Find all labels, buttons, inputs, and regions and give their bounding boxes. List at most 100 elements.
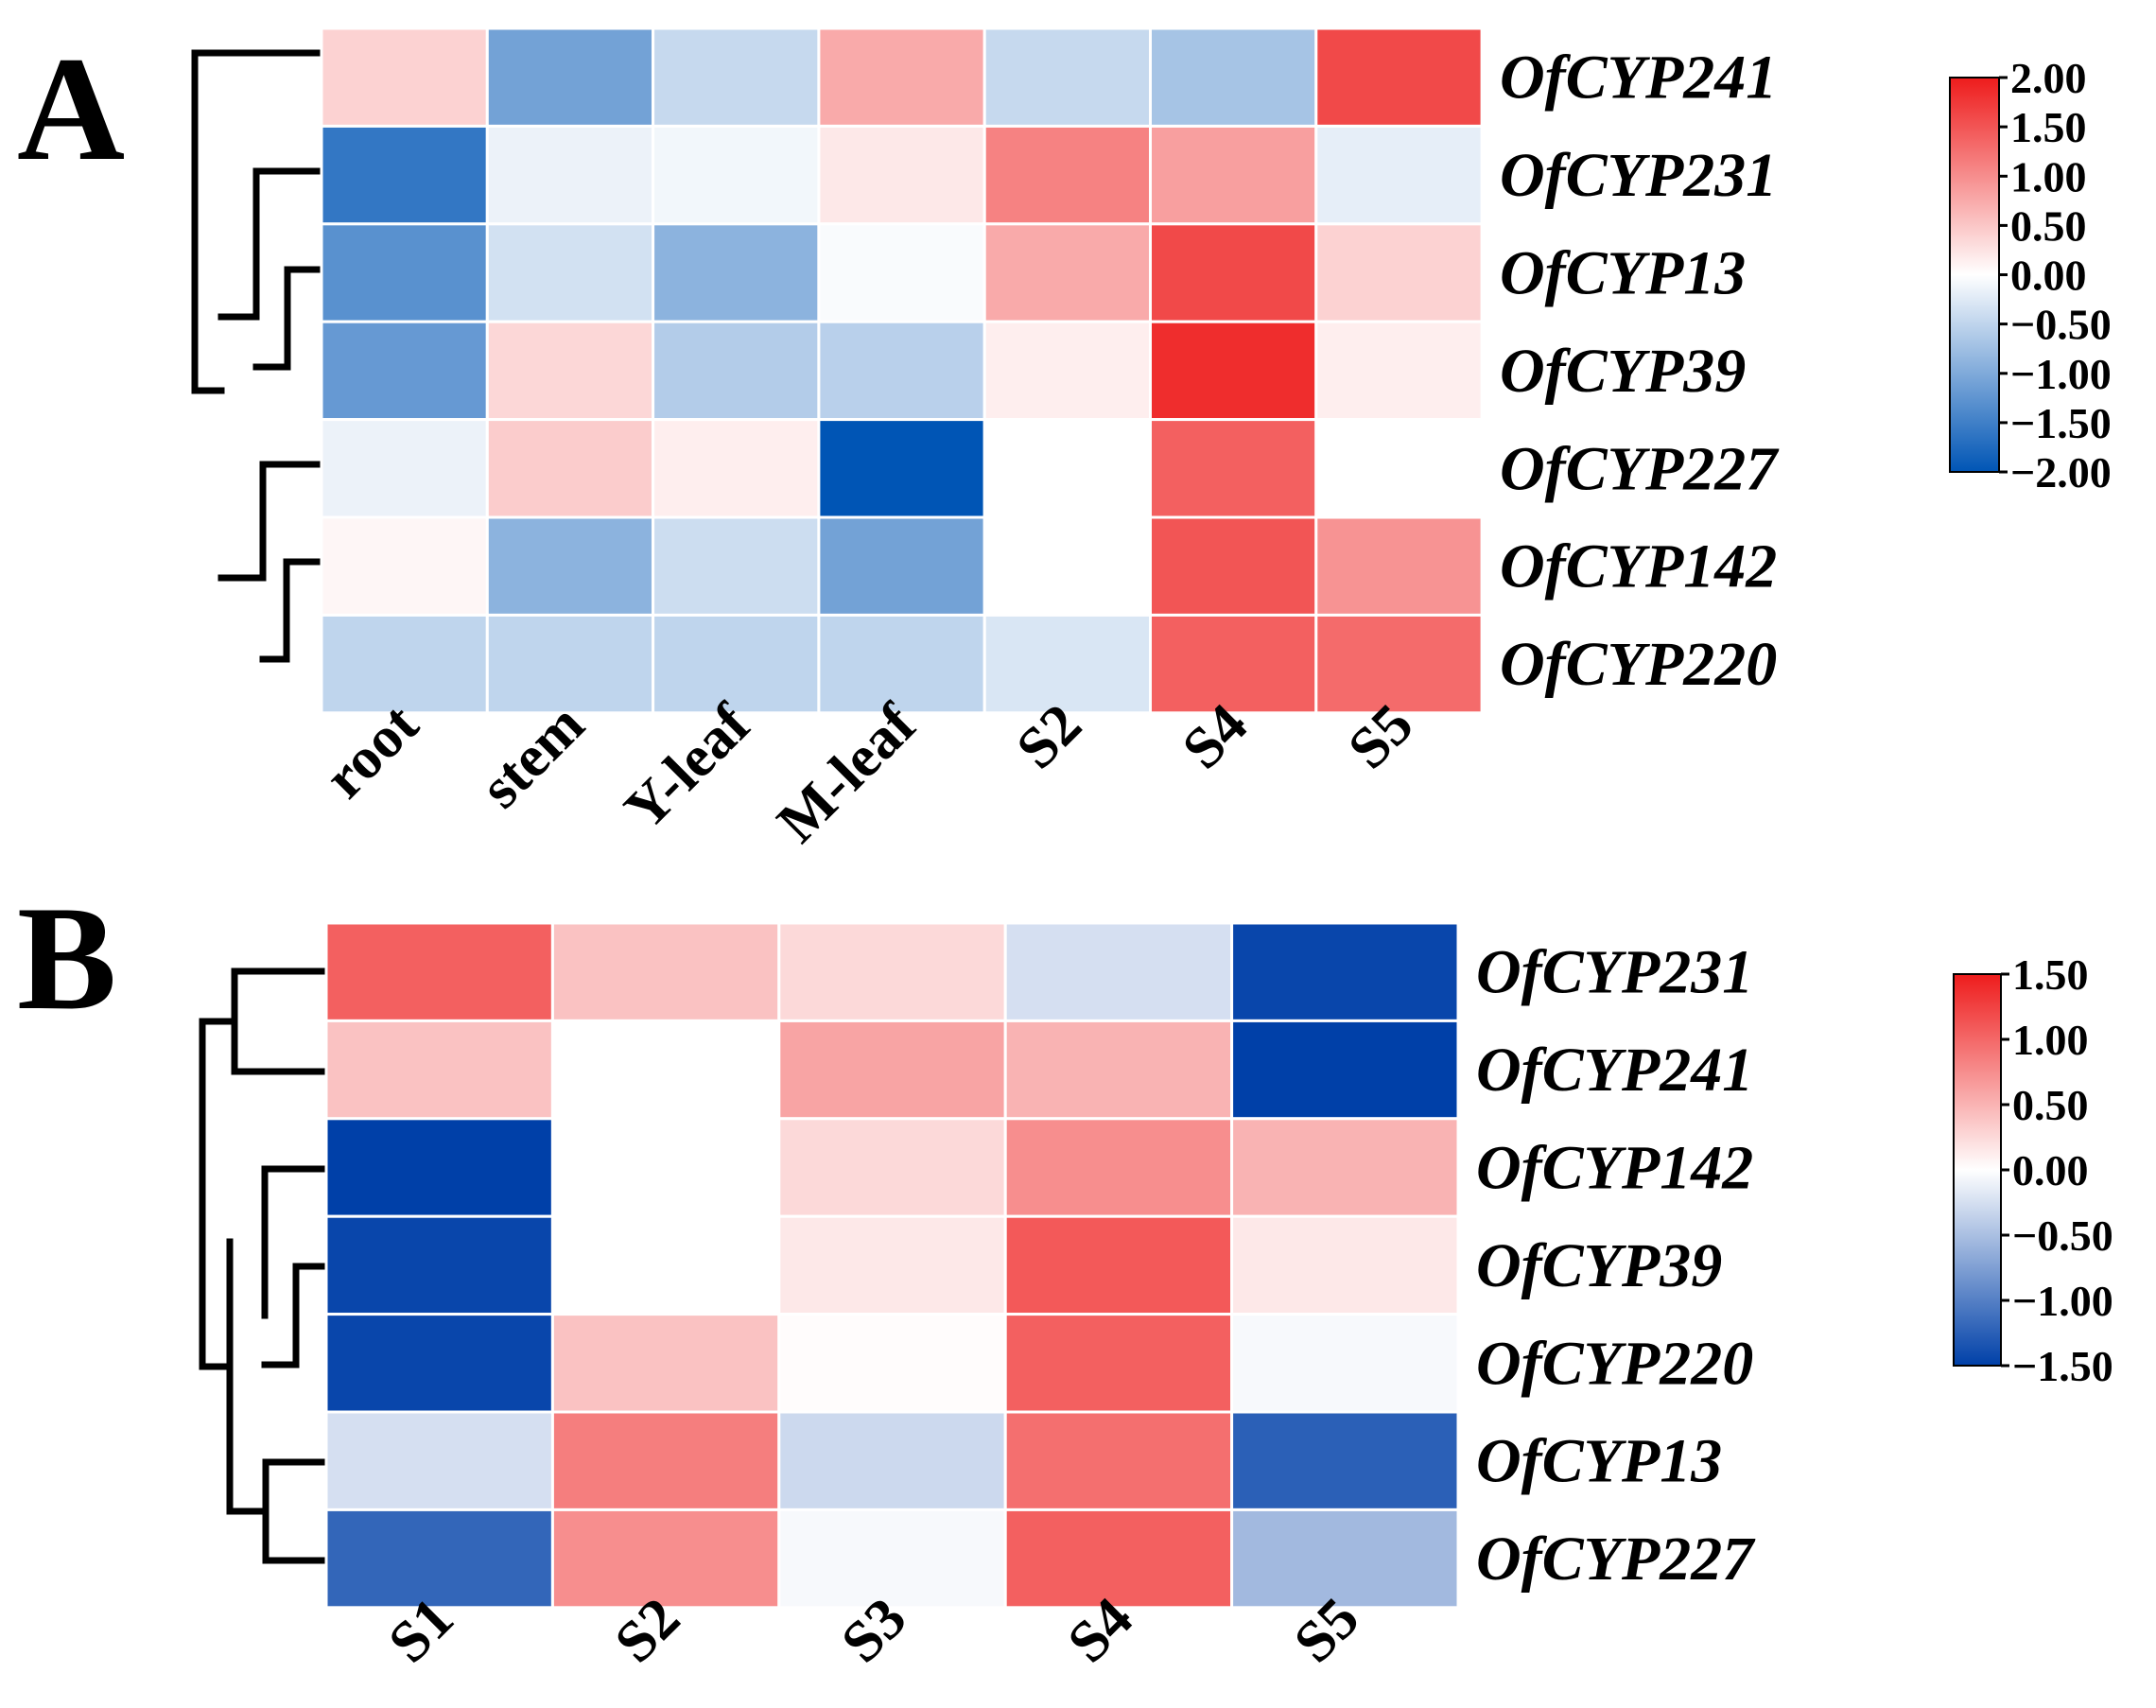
heatmap-cell xyxy=(652,515,821,617)
colorbar-tick-label: 0.50 xyxy=(2012,1081,2089,1129)
heatmap-cell xyxy=(485,26,655,128)
dendro-a-link xyxy=(252,266,325,371)
colorbar-tick-label: 1.50 xyxy=(2012,950,2089,999)
heatmap-cell xyxy=(550,921,781,1022)
colorbar-a-gradient xyxy=(1949,77,2000,473)
dendro-b-link xyxy=(231,967,330,1075)
heatmap-cell xyxy=(1003,1019,1234,1121)
colorbar-tick-label: −0.50 xyxy=(2010,301,2112,349)
heatmap-cell xyxy=(320,613,489,715)
heatmap-cell xyxy=(1003,1214,1234,1316)
heatmap-cell xyxy=(320,418,489,519)
row-label: OfCYP39 xyxy=(1500,337,1746,406)
column-labels-a: root stem Y-leaf M-leaf S2 S4 S5 xyxy=(312,691,1425,855)
dendro-a-link xyxy=(259,558,325,663)
colorbar-tick-label: −1.00 xyxy=(2012,1277,2113,1325)
heatmap-cell xyxy=(1003,921,1234,1022)
heatmap-cell xyxy=(485,613,655,715)
heatmap-cell xyxy=(817,26,986,128)
heatmap-cell xyxy=(982,222,1152,323)
colorbar-tick-label: 0.50 xyxy=(2010,201,2087,250)
colorbar-tick-label: −1.50 xyxy=(2010,399,2112,447)
row-label: OfCYP13 xyxy=(1500,239,1746,308)
heatmap-cell xyxy=(485,124,655,226)
heatmap-cell xyxy=(1314,124,1484,226)
heatmap-cell xyxy=(1149,222,1318,323)
colorbar-a-ticks: 2.001.501.000.500.00−0.50−1.00−1.50−2.00 xyxy=(1999,54,2112,497)
row-label: OfCYP142 xyxy=(1500,532,1777,601)
colorbar-tick-label: 2.00 xyxy=(2010,54,2087,102)
heatmap-cell xyxy=(982,418,1152,519)
colorbar-b: 1.50 1.00 0.50 0.00 −0.50 −1.00 −1.50 xyxy=(1953,950,2113,1390)
panel-a: A OfCYP241 OfCYP231 OfCYP13 OfCYP39 OfCYP227… xyxy=(17,26,2112,855)
heatmap-cell xyxy=(1230,1313,1460,1414)
dendro-a-link xyxy=(217,461,325,582)
heatmap-cell xyxy=(652,418,821,519)
colorbar-tick-label: 0.00 xyxy=(2010,252,2087,300)
row-label: OfCYP241 xyxy=(1500,44,1777,113)
heatmap-cell xyxy=(982,320,1152,422)
heatmap-cell xyxy=(1149,418,1318,519)
panel-b: B OfCYP231 OfCYP241 OfCYP142 OfCYP39 OfCYP22… xyxy=(17,876,2113,1675)
heatmap-cell xyxy=(1314,515,1484,617)
heatmap-cell xyxy=(550,1508,781,1610)
heatmap-cell xyxy=(550,1214,781,1316)
heatmap-cell xyxy=(652,320,821,422)
heatmap-cell xyxy=(1003,1508,1234,1610)
heatmap-cell xyxy=(817,124,986,226)
heatmap-cell xyxy=(817,320,986,422)
heatmap-b xyxy=(324,921,1460,1610)
row-label: OfCYP227 xyxy=(1500,434,1780,503)
heatmap-cell xyxy=(777,1117,1007,1218)
heatmap-cell xyxy=(320,320,489,422)
heatmap-cell xyxy=(1314,418,1484,519)
heatmap-cell xyxy=(777,1508,1007,1610)
row-labels-b: OfCYP231 OfCYP241 OfCYP142 OfCYP39 OfCYP220 O… xyxy=(1476,938,1756,1594)
heatmap-cell xyxy=(1230,1508,1460,1610)
colorbar-tick-label: 1.00 xyxy=(2012,1016,2089,1064)
heatmap-cell xyxy=(1003,1117,1234,1218)
row-labels-a: OfCYP241 OfCYP231 OfCYP13 OfCYP39 OfCYP227 Of… xyxy=(1500,44,1780,699)
heatmap-cell xyxy=(1314,26,1484,128)
heatmap-cell xyxy=(1149,26,1318,128)
heatmap-cell xyxy=(982,515,1152,617)
colorbar-tick-label: 1.00 xyxy=(2010,152,2087,200)
column-label: M-leaf xyxy=(765,691,929,855)
heatmap-cell xyxy=(777,1019,1007,1121)
heatmap-cell xyxy=(324,1508,554,1610)
colorbar-tick-label: −2.00 xyxy=(2010,448,2112,497)
heatmap-cell xyxy=(1149,320,1318,422)
row-label: OfCYP220 xyxy=(1476,1329,1753,1398)
heatmap-cell xyxy=(1314,613,1484,715)
dendro-b-link xyxy=(226,1238,270,1515)
heatmap-cell xyxy=(777,1313,1007,1414)
heatmap-cell xyxy=(652,613,821,715)
heatmap-cell xyxy=(550,1313,781,1414)
row-label: OfCYP220 xyxy=(1500,630,1777,699)
heatmap-cell xyxy=(485,222,655,323)
heatmap-cell xyxy=(652,26,821,128)
dendro-b-link xyxy=(262,1458,330,1564)
heatmap-cell xyxy=(1003,1313,1234,1414)
heatmap-cell xyxy=(324,1117,554,1218)
colorbar-tick-label: 0.00 xyxy=(2012,1146,2089,1194)
heatmap-cell xyxy=(982,124,1152,226)
heatmap-cell xyxy=(324,1214,554,1316)
heatmap-cell xyxy=(1149,124,1318,226)
heatmap-cell xyxy=(982,26,1152,128)
row-label: OfCYP142 xyxy=(1476,1134,1753,1203)
heatmap-cell xyxy=(550,1410,781,1511)
heatmap-cell xyxy=(1230,1214,1460,1316)
heatmap-cell xyxy=(817,515,986,617)
heatmap-cell xyxy=(777,1410,1007,1511)
dendro-a-link xyxy=(191,49,325,394)
heatmap-a xyxy=(320,26,1484,715)
row-label: OfCYP231 xyxy=(1476,938,1753,1007)
heatmap-cell xyxy=(817,418,986,519)
row-label: OfCYP13 xyxy=(1476,1427,1722,1496)
heatmap-cell xyxy=(320,26,489,128)
heatmap-cell xyxy=(320,515,489,617)
row-label: OfCYP39 xyxy=(1476,1231,1722,1300)
dendrogram-a xyxy=(191,49,325,663)
